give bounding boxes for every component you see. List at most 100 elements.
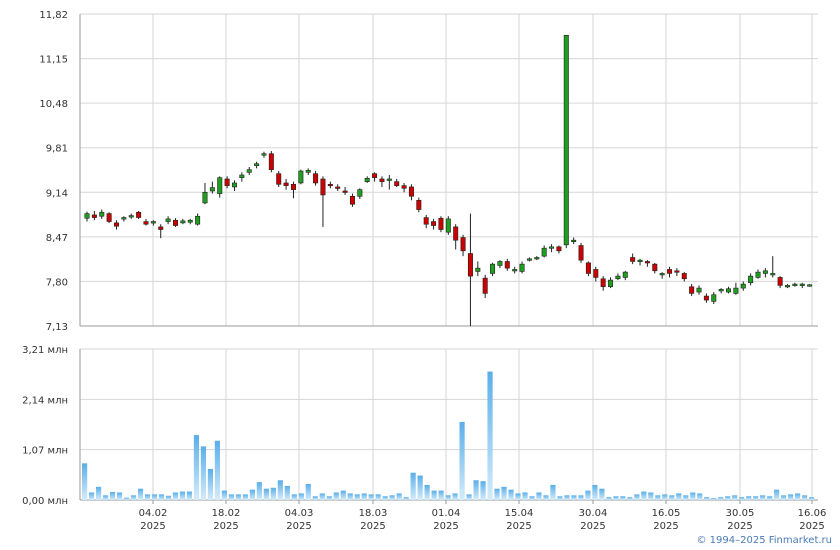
candle-body [91, 214, 97, 218]
candle-body [202, 191, 208, 204]
candle-body [467, 253, 473, 277]
volume-bar [480, 481, 486, 500]
candle-body [165, 218, 171, 222]
x-tick-label-year: 2025 [360, 521, 385, 532]
volume-bar [291, 494, 297, 500]
x-tick-label-year: 2025 [140, 521, 165, 532]
candle-body [438, 217, 444, 230]
candle-body [718, 289, 724, 292]
candle-body [726, 288, 732, 293]
volume-bar [417, 475, 423, 500]
x-tick-label-year: 2025 [653, 521, 678, 532]
candle-body [578, 245, 584, 261]
volume-bar [137, 488, 144, 500]
volume-bar [403, 497, 409, 500]
candle-body [497, 261, 503, 266]
volume-bar [221, 490, 227, 500]
volume-bar [410, 472, 416, 500]
volume-bar [438, 490, 444, 500]
candle-body [799, 283, 805, 286]
volume-bar [256, 482, 262, 500]
volume-bar [732, 495, 738, 500]
candle-body [283, 182, 289, 186]
candle-body [785, 285, 791, 288]
volume-bar [270, 487, 276, 500]
volume-bar [606, 497, 612, 500]
volume-bar [690, 492, 696, 500]
volume-bar [508, 489, 514, 500]
candle-body [305, 170, 311, 173]
volume-bar [214, 440, 221, 500]
candle-body [335, 186, 341, 189]
price-y-tick-label: 7,13 [46, 322, 68, 333]
candle-body [733, 287, 739, 294]
volume-bar [88, 492, 95, 500]
candle-body [217, 177, 223, 194]
candle-body [224, 178, 230, 186]
candle-body [659, 273, 665, 276]
x-tick-label-year: 2025 [433, 521, 458, 532]
volume-bar [529, 496, 535, 500]
volume-bar [578, 495, 584, 500]
volume-bar [711, 498, 717, 500]
candle-body [431, 221, 437, 226]
price-gridlines [79, 13, 818, 327]
volume-bar [382, 496, 388, 500]
candle-body [608, 279, 614, 288]
volume-bar [662, 494, 668, 500]
price-y-tick-label: 9,81 [46, 144, 68, 155]
price-y-tick-label: 9,14 [46, 188, 68, 199]
volume-bar [186, 491, 193, 500]
volume-bar [228, 494, 234, 500]
volume-bar [333, 492, 339, 500]
volume-bar [172, 492, 179, 500]
price-y-axis: 7,13 7,80 8,47 9,14 9,81 10,48 11,15 11,82 [39, 10, 68, 333]
candle-body [563, 34, 569, 246]
volume-bar [445, 495, 451, 500]
x-tick-label-day: 04.03 [285, 508, 314, 519]
x-tick-label-year: 2025 [799, 521, 824, 532]
volume-bar [340, 490, 346, 500]
volume-bar [599, 488, 605, 500]
volume-bar [200, 446, 207, 500]
volume-bar [781, 495, 787, 500]
volume-bar [319, 493, 325, 500]
x-tick-label-year: 2025 [213, 521, 238, 532]
volume-y-axis: 0,00 млн 1,07 млн 2,14 млн 3,21 млн [22, 345, 68, 507]
x-tick-label-year: 2025 [727, 521, 752, 532]
candle-body [99, 211, 105, 217]
price-y-tick-label: 7,80 [46, 277, 68, 288]
volume-bar [536, 492, 542, 500]
x-tick-label-year: 2025 [580, 521, 605, 532]
volume-bar [165, 495, 172, 500]
candle-body [534, 257, 540, 260]
candle-body [209, 187, 215, 192]
volume-bar [82, 463, 88, 500]
volume-bar [515, 493, 521, 500]
volume-bar [725, 496, 731, 500]
candle-body [172, 219, 178, 226]
volume-bar [613, 496, 619, 500]
candle-body [364, 178, 370, 182]
candle-body [298, 170, 304, 184]
candle-body [519, 263, 525, 272]
volume-bar [389, 495, 395, 500]
volume-bar [354, 494, 360, 500]
candle-body [150, 221, 156, 224]
volume-bar [284, 485, 290, 500]
volume-bar [774, 489, 780, 500]
volume-bar [655, 495, 661, 500]
candle-body [128, 215, 134, 218]
volume-bar [347, 493, 353, 500]
volume-y-tick-label: 2,14 млн [22, 395, 68, 406]
x-tick-label-year: 2025 [286, 521, 311, 532]
candle-body [637, 259, 643, 262]
volume-bar [116, 492, 123, 500]
candle-body [549, 246, 555, 249]
volume-bar [788, 494, 794, 500]
candle-body [231, 182, 237, 188]
candle-body [526, 258, 532, 261]
volume-bar [557, 496, 563, 500]
volume-bar [95, 486, 102, 500]
